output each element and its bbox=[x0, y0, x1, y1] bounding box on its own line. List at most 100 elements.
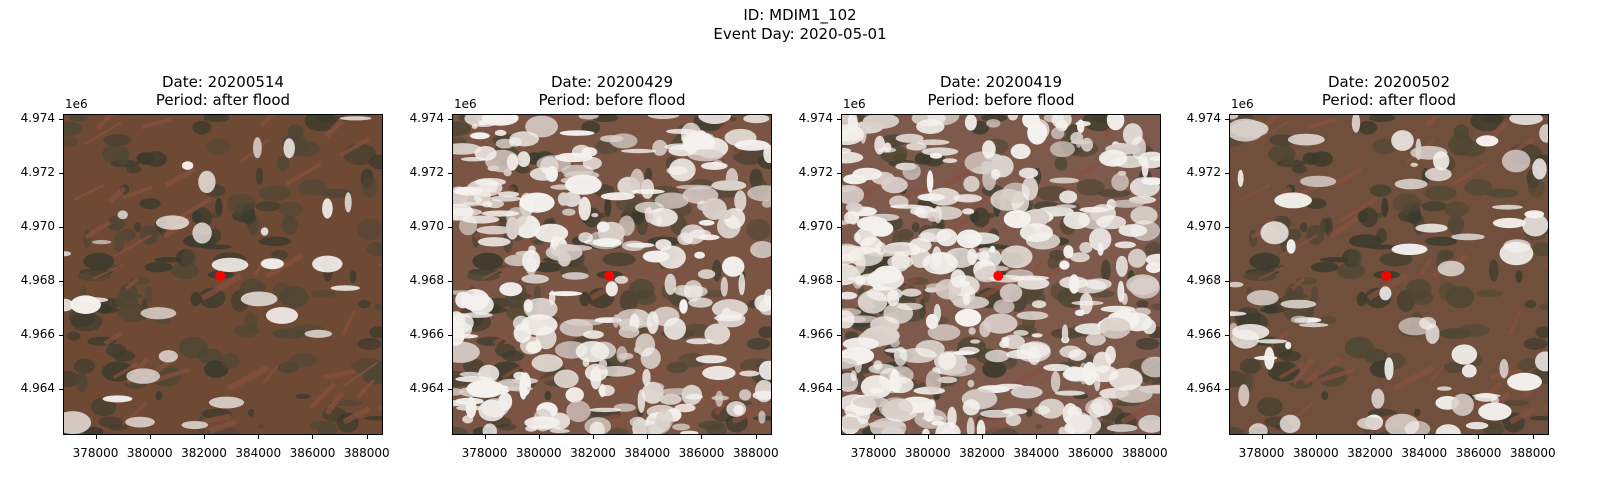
y-tick-mark bbox=[448, 227, 452, 229]
x-tick-label: 386000 bbox=[289, 446, 336, 460]
panel-period: Period: after flood bbox=[1321, 91, 1457, 109]
panel-date: Date: 20200502 bbox=[1327, 73, 1451, 91]
y-tick-label: 4.972 bbox=[798, 165, 833, 180]
x-tick-mark bbox=[95, 435, 97, 439]
x-tick-mark bbox=[647, 435, 649, 439]
event-location-marker bbox=[604, 270, 615, 281]
x-tick-label: 384000 bbox=[624, 446, 671, 460]
x-tick-label: 378000 bbox=[1238, 446, 1285, 460]
x-tick-mark bbox=[1090, 435, 1092, 439]
x-tick-label: 380000 bbox=[904, 446, 951, 460]
y-tick-label: 4.966 bbox=[20, 327, 55, 342]
y-axis-offset-label: 1e6 bbox=[843, 97, 866, 111]
y-tick-label: 4.972 bbox=[20, 165, 55, 180]
x-tick-mark bbox=[593, 435, 595, 439]
x-tick-label: 384000 bbox=[235, 446, 282, 460]
y-tick-mark bbox=[448, 389, 452, 391]
satellite-image bbox=[452, 114, 772, 435]
panel-date: Date: 20200419 bbox=[939, 73, 1063, 91]
y-tick-mark bbox=[837, 389, 841, 391]
x-tick-label: 382000 bbox=[181, 446, 227, 460]
x-tick-mark bbox=[1261, 435, 1263, 439]
figure-title-id: ID: MDIM1_102 bbox=[743, 6, 857, 24]
x-tick-mark bbox=[1370, 435, 1372, 439]
y-tick-label: 4.964 bbox=[409, 381, 444, 396]
x-tick-label: 378000 bbox=[850, 446, 897, 460]
y-tick-label: 4.970 bbox=[798, 219, 833, 234]
y-tick-mark bbox=[837, 119, 841, 121]
x-tick-label: 388000 bbox=[1121, 446, 1168, 460]
y-tick-label: 4.964 bbox=[798, 381, 833, 396]
y-tick-label: 4.970 bbox=[20, 219, 55, 234]
x-tick-mark bbox=[701, 435, 703, 439]
y-tick-label: 4.968 bbox=[20, 273, 55, 288]
y-tick-label: 4.974 bbox=[409, 111, 444, 126]
panel-2: Date: 20200429 Period: before flood 1e6 4.9… bbox=[410, 0, 779, 500]
figure-title-event-day: Event Day: 2020-05-01 bbox=[713, 25, 887, 43]
x-tick-mark bbox=[204, 435, 206, 439]
x-tick-label: 380000 bbox=[1292, 446, 1339, 460]
y-tick-mark bbox=[1225, 389, 1229, 391]
x-tick-mark bbox=[149, 435, 151, 439]
x-tick-mark bbox=[1424, 435, 1426, 439]
x-tick-mark bbox=[484, 435, 486, 439]
x-tick-mark bbox=[1315, 435, 1317, 439]
y-tick-mark bbox=[59, 389, 63, 391]
y-tick-mark bbox=[59, 119, 63, 121]
x-tick-mark bbox=[312, 435, 314, 439]
x-tick-mark bbox=[873, 435, 875, 439]
y-tick-mark bbox=[837, 335, 841, 337]
panel-date: Date: 20200429 bbox=[550, 73, 674, 91]
panel-4: Date: 20200502 Period: after flood 1e6 4.97… bbox=[1187, 0, 1556, 500]
x-tick-label: 388000 bbox=[343, 446, 390, 460]
y-axis-offset-label: 1e6 bbox=[65, 97, 88, 111]
y-tick-label: 4.970 bbox=[409, 219, 444, 234]
x-tick-mark bbox=[1532, 435, 1534, 439]
x-tick-mark bbox=[258, 435, 260, 439]
y-tick-mark bbox=[1225, 227, 1229, 229]
panel-3: Date: 20200419 Period: before flood 1e6 4.9… bbox=[799, 0, 1168, 500]
y-tick-mark bbox=[448, 335, 452, 337]
x-tick-label: 384000 bbox=[1013, 446, 1060, 460]
y-tick-mark bbox=[837, 281, 841, 283]
x-tick-label: 386000 bbox=[1455, 446, 1502, 460]
y-tick-mark bbox=[59, 335, 63, 337]
satellite-image bbox=[1229, 114, 1549, 435]
y-tick-label: 4.968 bbox=[1186, 273, 1221, 288]
y-tick-label: 4.970 bbox=[1186, 219, 1221, 234]
x-tick-mark bbox=[1036, 435, 1038, 439]
panel-title: Date: 20200419 Period: before flood bbox=[841, 73, 1161, 109]
x-tick-mark bbox=[1144, 435, 1146, 439]
panel-date: Date: 20200514 bbox=[161, 73, 285, 91]
x-tick-label: 382000 bbox=[570, 446, 616, 460]
y-tick-label: 4.972 bbox=[409, 165, 444, 180]
y-tick-mark bbox=[59, 173, 63, 175]
event-location-marker bbox=[215, 270, 226, 281]
y-tick-label: 4.964 bbox=[1186, 381, 1221, 396]
y-tick-label: 4.964 bbox=[20, 381, 55, 396]
y-tick-mark bbox=[448, 173, 452, 175]
panel-period: Period: after flood bbox=[155, 91, 291, 109]
y-tick-label: 4.974 bbox=[798, 111, 833, 126]
panel-title: Date: 20200429 Period: before flood bbox=[452, 73, 772, 109]
panel-period: Period: before flood bbox=[927, 91, 1075, 109]
x-tick-label: 386000 bbox=[1067, 446, 1114, 460]
y-tick-label: 4.966 bbox=[1186, 327, 1221, 342]
x-tick-mark bbox=[1478, 435, 1480, 439]
x-tick-mark bbox=[982, 435, 984, 439]
y-tick-mark bbox=[59, 227, 63, 229]
x-tick-label: 378000 bbox=[72, 446, 119, 460]
x-tick-label: 388000 bbox=[1509, 446, 1556, 460]
y-tick-mark bbox=[1225, 335, 1229, 337]
panel-period: Period: before flood bbox=[538, 91, 686, 109]
y-tick-label: 4.966 bbox=[798, 327, 833, 342]
y-tick-mark bbox=[837, 173, 841, 175]
y-tick-mark bbox=[59, 281, 63, 283]
x-tick-label: 386000 bbox=[678, 446, 725, 460]
y-tick-label: 4.974 bbox=[1186, 111, 1221, 126]
y-tick-label: 4.968 bbox=[798, 273, 833, 288]
y-tick-label: 4.974 bbox=[20, 111, 55, 126]
x-tick-label: 378000 bbox=[461, 446, 508, 460]
y-tick-mark bbox=[448, 119, 452, 121]
x-tick-mark bbox=[538, 435, 540, 439]
